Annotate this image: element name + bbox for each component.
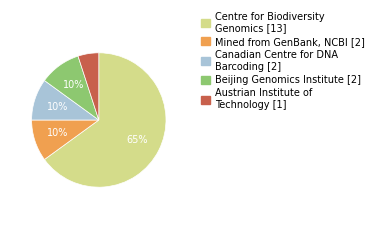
Text: 10%: 10% [63,80,84,90]
Wedge shape [32,120,99,160]
Text: 65%: 65% [127,135,148,145]
Text: 10%: 10% [47,102,68,112]
Wedge shape [78,53,99,120]
Legend: Centre for Biodiversity
Genomics [13], Mined from GenBank, NCBI [2], Canadian Ce: Centre for Biodiversity Genomics [13], M… [199,10,367,112]
Wedge shape [44,56,99,120]
Wedge shape [32,80,99,120]
Text: 10%: 10% [47,128,68,138]
Wedge shape [44,53,166,187]
